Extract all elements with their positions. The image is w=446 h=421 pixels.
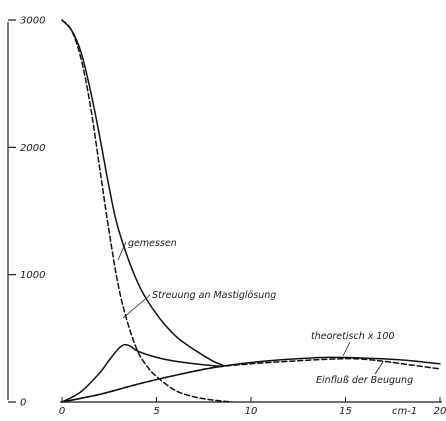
leader-line-theoretisch (342, 341, 351, 357)
series-layer (61, 19, 441, 403)
series-line-4 (61, 357, 441, 403)
x-unit-label: cm-1 (392, 406, 417, 417)
y-tick-label-3: 3000 (20, 16, 45, 27)
x-tick-label-4: 20 (434, 406, 446, 417)
x-tick-label-3: 15 (339, 406, 352, 417)
y-tick-label-2: 2000 (20, 143, 45, 154)
leader-line-beugung (374, 361, 384, 375)
series-label-beugung: Einfluß der Beugung (316, 375, 413, 386)
x-tick-label-2: 10 (245, 406, 258, 417)
y-ticks: 0 1000 2000 3000 (8, 16, 45, 409)
series-line-2 (61, 343, 224, 403)
series-line-0 (61, 19, 224, 366)
x-ticks: 0 5 10 15 20 (59, 397, 446, 417)
series-label-gemessen: gemessen (128, 238, 177, 249)
x-tick-label-1: 5 (153, 406, 159, 417)
leader-line-gemessen (117, 241, 127, 261)
x-tick-label-0: 0 (59, 406, 65, 417)
y-tick-label-1: 1000 (20, 270, 45, 281)
y-tick-label-0: 0 (20, 398, 26, 409)
series-label-theoretisch: theoretisch x 100 (311, 331, 395, 342)
series-label-streuung: Streuung an Mastiglösung (152, 290, 276, 301)
leader-line-streuung (122, 294, 151, 319)
series-line-1 (61, 19, 233, 403)
